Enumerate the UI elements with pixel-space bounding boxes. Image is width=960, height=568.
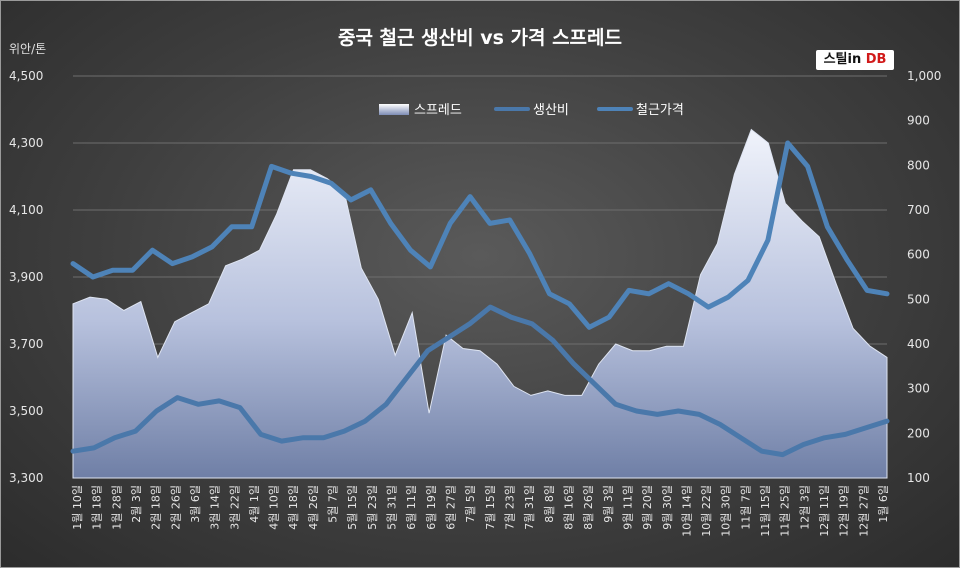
x-tick-label: 7월 15일 (483, 485, 497, 530)
x-tick-label: 7월 5일 (463, 485, 477, 523)
legend-label-spread: 스프레드 (414, 103, 462, 118)
series-area-spread (72, 128, 888, 479)
x-tick-label: 5월 23일 (365, 485, 379, 530)
left-tick-label: 3,900 (9, 270, 43, 284)
right-tick-label: 300 (907, 382, 930, 396)
x-tick-label: 12월 11일 (817, 485, 831, 537)
x-tick-label: 6월 11일 (404, 485, 418, 530)
left-tick-label: 3,500 (9, 404, 43, 418)
x-tick-label: 7월 31일 (522, 485, 536, 530)
left-tick-label: 3,700 (9, 337, 43, 351)
x-tick-label: 4월 18일 (286, 485, 300, 530)
x-tick-label: 2월 18일 (149, 485, 163, 530)
right-tick-label: 400 (907, 337, 930, 351)
left-tick-label: 4,500 (9, 69, 43, 83)
x-tick-label: 2월 3일 (129, 485, 143, 523)
right-axis-ticks: 100 200 300 400 500 600 700 800 900 1,000 (907, 69, 941, 485)
x-tick-label: 1월 28일 (109, 485, 123, 530)
x-tick-label: 1월 6일 (876, 485, 890, 523)
x-tick-label: 9월 30일 (660, 485, 674, 530)
steelin-db-logo: 스틸in DB (816, 50, 894, 70)
plot-area (70, 128, 890, 479)
x-tick-label: 9월 20일 (640, 485, 654, 530)
x-tick-label: 2월 26일 (168, 485, 182, 530)
x-tick-label: 4월 26일 (306, 485, 320, 530)
x-tick-label: 8월 8일 (542, 485, 556, 523)
right-tick-label: 700 (907, 203, 930, 217)
right-tick-label: 1,000 (907, 69, 941, 83)
x-tick-label: 6월 27일 (444, 485, 458, 530)
legend-label-cost: 생산비 (533, 103, 569, 118)
legend: 스프레드 생산비 철근가격 (379, 103, 684, 118)
x-tick-label: 5월 7일 (326, 485, 340, 523)
right-tick-label: 100 (907, 471, 930, 485)
x-tick-label: 12월 3일 (797, 485, 811, 530)
left-axis-unit: 위안/톤 (9, 42, 46, 56)
right-tick-label: 500 (907, 292, 930, 306)
x-tick-label: 7월 23일 (502, 485, 516, 530)
x-tick-label: 3월 6일 (188, 485, 202, 523)
x-tick-label: 11월 7일 (738, 485, 752, 530)
left-tick-label: 3,300 (9, 471, 43, 485)
legend-label-price: 철근가격 (636, 103, 684, 118)
right-tick-label: 800 (907, 158, 930, 172)
x-tick-label: 12월 19일 (837, 485, 851, 537)
x-tick-label: 4월 10일 (267, 485, 281, 530)
x-tick-label: 3월 22일 (227, 485, 241, 530)
x-tick-label: 11월 25일 (778, 485, 792, 537)
x-tick-label: 1월 18일 (90, 485, 104, 530)
x-tick-label: 11월 15일 (758, 485, 772, 537)
x-tick-label: 4월 1일 (247, 485, 261, 523)
x-tick-label: 9월 11일 (620, 485, 634, 530)
chart-title: 중국 철근 생산비 vs 가격 스프레드 (338, 27, 622, 49)
left-axis-ticks: 3,300 3,500 3,700 3,900 4,100 4,300 4,500 (9, 69, 43, 485)
right-tick-label: 200 (907, 426, 930, 440)
x-tick-label: 1월 10일 (70, 485, 84, 530)
series-line-price (70, 140, 890, 330)
x-tick-label: 5월 31일 (385, 485, 399, 530)
x-axis-ticks: 1월 10일 1월 18일 1월 28일 2월 3일 2월 18일 2월 26일 3월 6일… (70, 485, 890, 537)
x-tick-label: 5월 15일 (345, 485, 359, 530)
series-line-cost (70, 304, 890, 458)
x-tick-label: 8월 26일 (581, 485, 595, 530)
x-tick-label: 10월 22일 (699, 485, 713, 537)
x-tick-label: 8월 16일 (561, 485, 575, 530)
legend-swatch-spread (379, 104, 409, 115)
x-tick-label: 9월 3일 (601, 485, 615, 523)
x-tick-label: 3월 14일 (208, 485, 222, 530)
x-tick-label: 10월 14일 (679, 485, 693, 537)
left-tick-label: 4,100 (9, 203, 43, 217)
x-tick-label: 10월 30일 (719, 485, 733, 537)
x-tick-label: 6월 19일 (424, 485, 438, 530)
right-tick-label: 900 (907, 114, 930, 128)
x-tick-label: 12월 27일 (856, 485, 870, 537)
right-tick-label: 600 (907, 248, 930, 262)
left-tick-label: 4,300 (9, 136, 43, 150)
